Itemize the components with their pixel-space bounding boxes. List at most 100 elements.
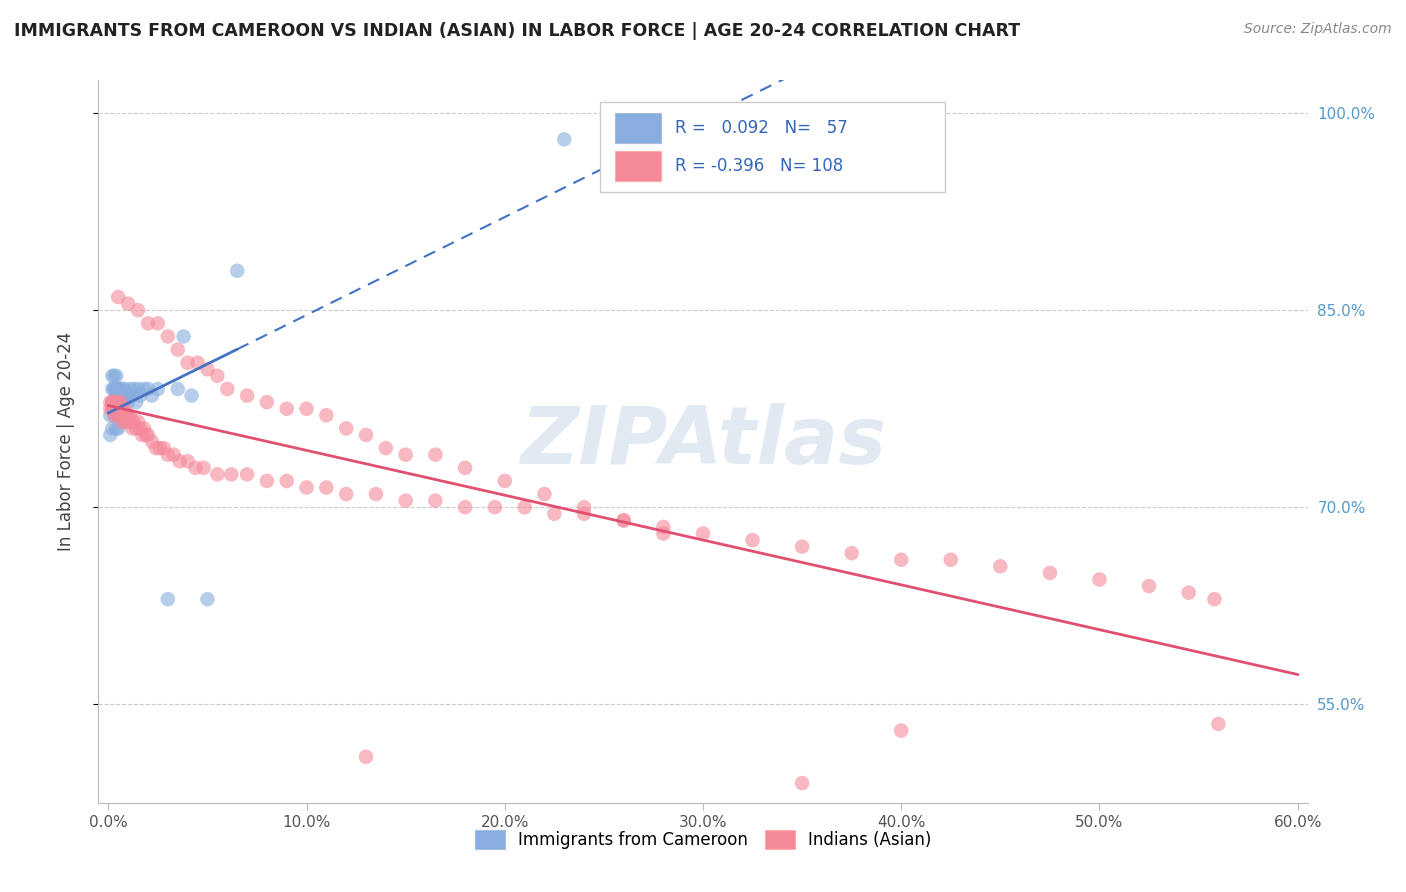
Point [207,368,229,383]
Text: IMMIGRANTS FROM CAMEROON VS INDIAN (ASIAN) IN LABOR FORCE | AGE 20-24 CORRELATIO: IMMIGRANTS FROM CAMEROON VS INDIAN (ASIA… [14,22,1021,40]
Point [135,428,157,442]
Point [115,415,138,429]
Point [315,481,337,495]
Point [122,415,145,429]
Point [103,368,125,383]
Point [125,395,148,409]
Point [107,409,129,423]
Point [425,493,447,508]
Point [692,526,714,541]
Point [107,395,129,409]
Point [120,382,142,396]
Point [105,421,128,435]
Point [127,382,149,396]
Point [149,441,172,455]
Point [111,382,134,396]
Legend: Immigrants from Cameroon, Indians (Asian): Immigrants from Cameroon, Indians (Asian… [468,823,938,856]
Point [110,395,132,409]
Point [335,487,357,501]
Point [127,415,149,429]
Point [103,395,125,409]
Point [256,474,278,488]
Point [484,500,506,515]
Point [141,434,163,449]
Bar [614,151,661,181]
Point [553,132,575,146]
Point [572,500,595,515]
Point [652,520,675,534]
Point [1204,592,1226,607]
Point [395,448,418,462]
Point [107,395,129,409]
Point [219,467,242,482]
Y-axis label: In Labor Force | Age 20-24: In Labor Force | Age 20-24 [56,332,75,551]
Point [107,401,129,416]
Point [207,467,229,482]
Point [120,409,142,423]
Text: R = -0.396   N= 108: R = -0.396 N= 108 [675,157,844,175]
Point [226,264,249,278]
Point [121,415,143,429]
Point [103,401,125,416]
Bar [614,112,661,143]
Point [166,382,188,396]
Point [890,723,912,738]
Point [110,388,132,402]
Point [129,421,152,435]
Point [105,401,128,416]
Point [790,776,813,790]
Point [98,409,121,423]
Point [110,409,132,423]
Point [111,395,134,409]
Point [146,316,169,330]
Point [395,493,418,508]
Point [613,513,636,527]
Point [107,388,129,402]
Point [101,382,124,396]
Point [103,401,125,416]
Point [425,448,447,462]
Point [105,409,128,423]
Point [335,421,357,435]
Point [107,401,129,416]
Point [364,487,387,501]
Point [141,388,163,402]
Point [184,460,207,475]
Point [103,382,125,396]
Point [117,296,139,310]
Point [163,448,186,462]
Point [132,382,155,396]
Point [890,553,912,567]
Point [494,474,516,488]
Point [117,388,139,402]
Point [107,395,129,409]
Point [132,421,155,435]
Point [374,441,396,455]
Point [153,441,176,455]
Point [117,415,139,429]
Point [1208,717,1230,731]
Point [454,500,477,515]
Point [101,421,124,435]
Point [136,428,159,442]
Point [101,395,124,409]
Point [217,382,239,396]
Point [105,401,128,416]
Point [572,507,595,521]
Point [197,592,219,607]
Point [107,382,129,396]
Point [115,388,138,402]
Point [186,356,208,370]
Point [103,409,125,423]
Point [156,329,179,343]
Point [354,428,377,442]
Point [117,409,139,423]
Point [101,401,124,416]
Point [103,395,125,409]
Text: R =   0.092   N=   57: R = 0.092 N= 57 [675,119,848,137]
Point [1177,585,1199,599]
Point [193,460,215,475]
Point [110,401,132,416]
Point [98,428,121,442]
Point [454,460,477,475]
